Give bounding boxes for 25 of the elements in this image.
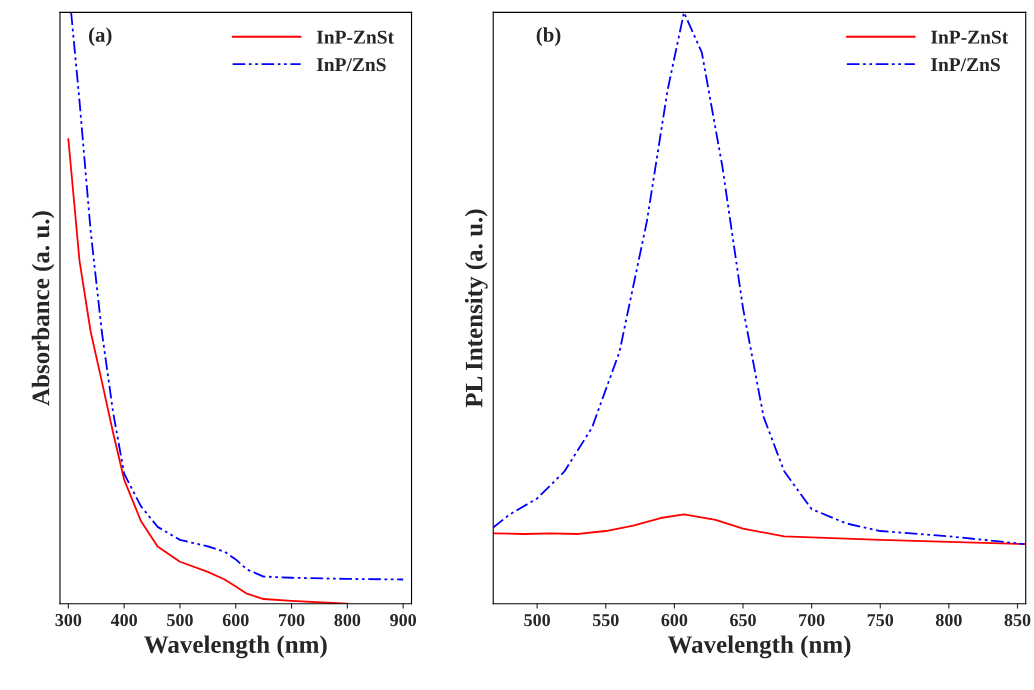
- x-tick-label: 550: [592, 613, 619, 627]
- x-tick-label: 900: [390, 613, 417, 627]
- x-tick-label: 300: [55, 613, 82, 627]
- annotation: (a): [89, 27, 112, 47]
- x-tick-label: 500: [167, 613, 193, 627]
- x-tick-label: 750: [867, 613, 894, 627]
- x-axis-title: Wavelength (nm): [144, 635, 327, 659]
- x-tick-label: 500: [524, 613, 550, 627]
- x-tick-label: 700: [279, 613, 305, 627]
- y-axis-title: PL Intensity (a. u.): [464, 209, 488, 408]
- legend-label: InP/ZnS: [931, 58, 1000, 72]
- x-tick-label: 700: [799, 613, 825, 627]
- y-axis-title: Absorbance (a. u.): [31, 211, 55, 406]
- legend-label: InP-ZnSt: [316, 30, 394, 44]
- x-tick-label: 850: [1004, 613, 1031, 627]
- x-tick-label: 600: [661, 613, 688, 627]
- x-tick-label: 800: [334, 613, 361, 627]
- x-axis-title: Wavelength (nm): [667, 635, 851, 659]
- x-tick-label: 600: [222, 613, 249, 627]
- annotation: (b): [536, 27, 561, 47]
- legend-label: InP-ZnSt: [931, 30, 1009, 44]
- x-tick-label: 400: [110, 613, 137, 627]
- x-tick-label: 650: [730, 613, 756, 627]
- x-tick-label: 800: [935, 613, 962, 627]
- legend-label: InP/ZnS: [316, 58, 386, 72]
